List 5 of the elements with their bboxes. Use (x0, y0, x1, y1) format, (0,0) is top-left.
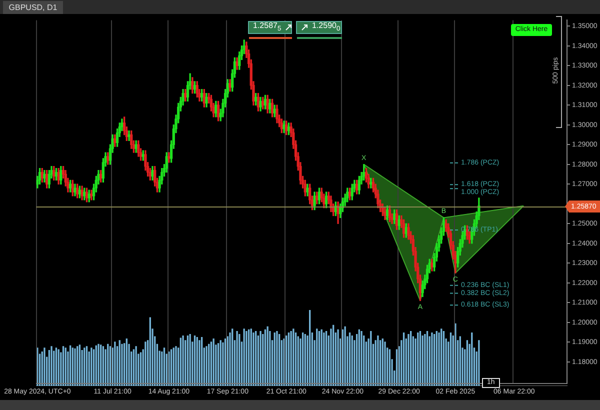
price-button: 1.2590$_{0}$ (296, 21, 342, 34)
chart-title: GBPUSD, D1 (3, 1, 63, 14)
annotation: 1.2587$_{5}$ (253, 20, 282, 35)
annotation: 1.2590$_{0}$ (312, 20, 340, 35)
price-button: 1.2587$_{5}$ (248, 21, 292, 34)
